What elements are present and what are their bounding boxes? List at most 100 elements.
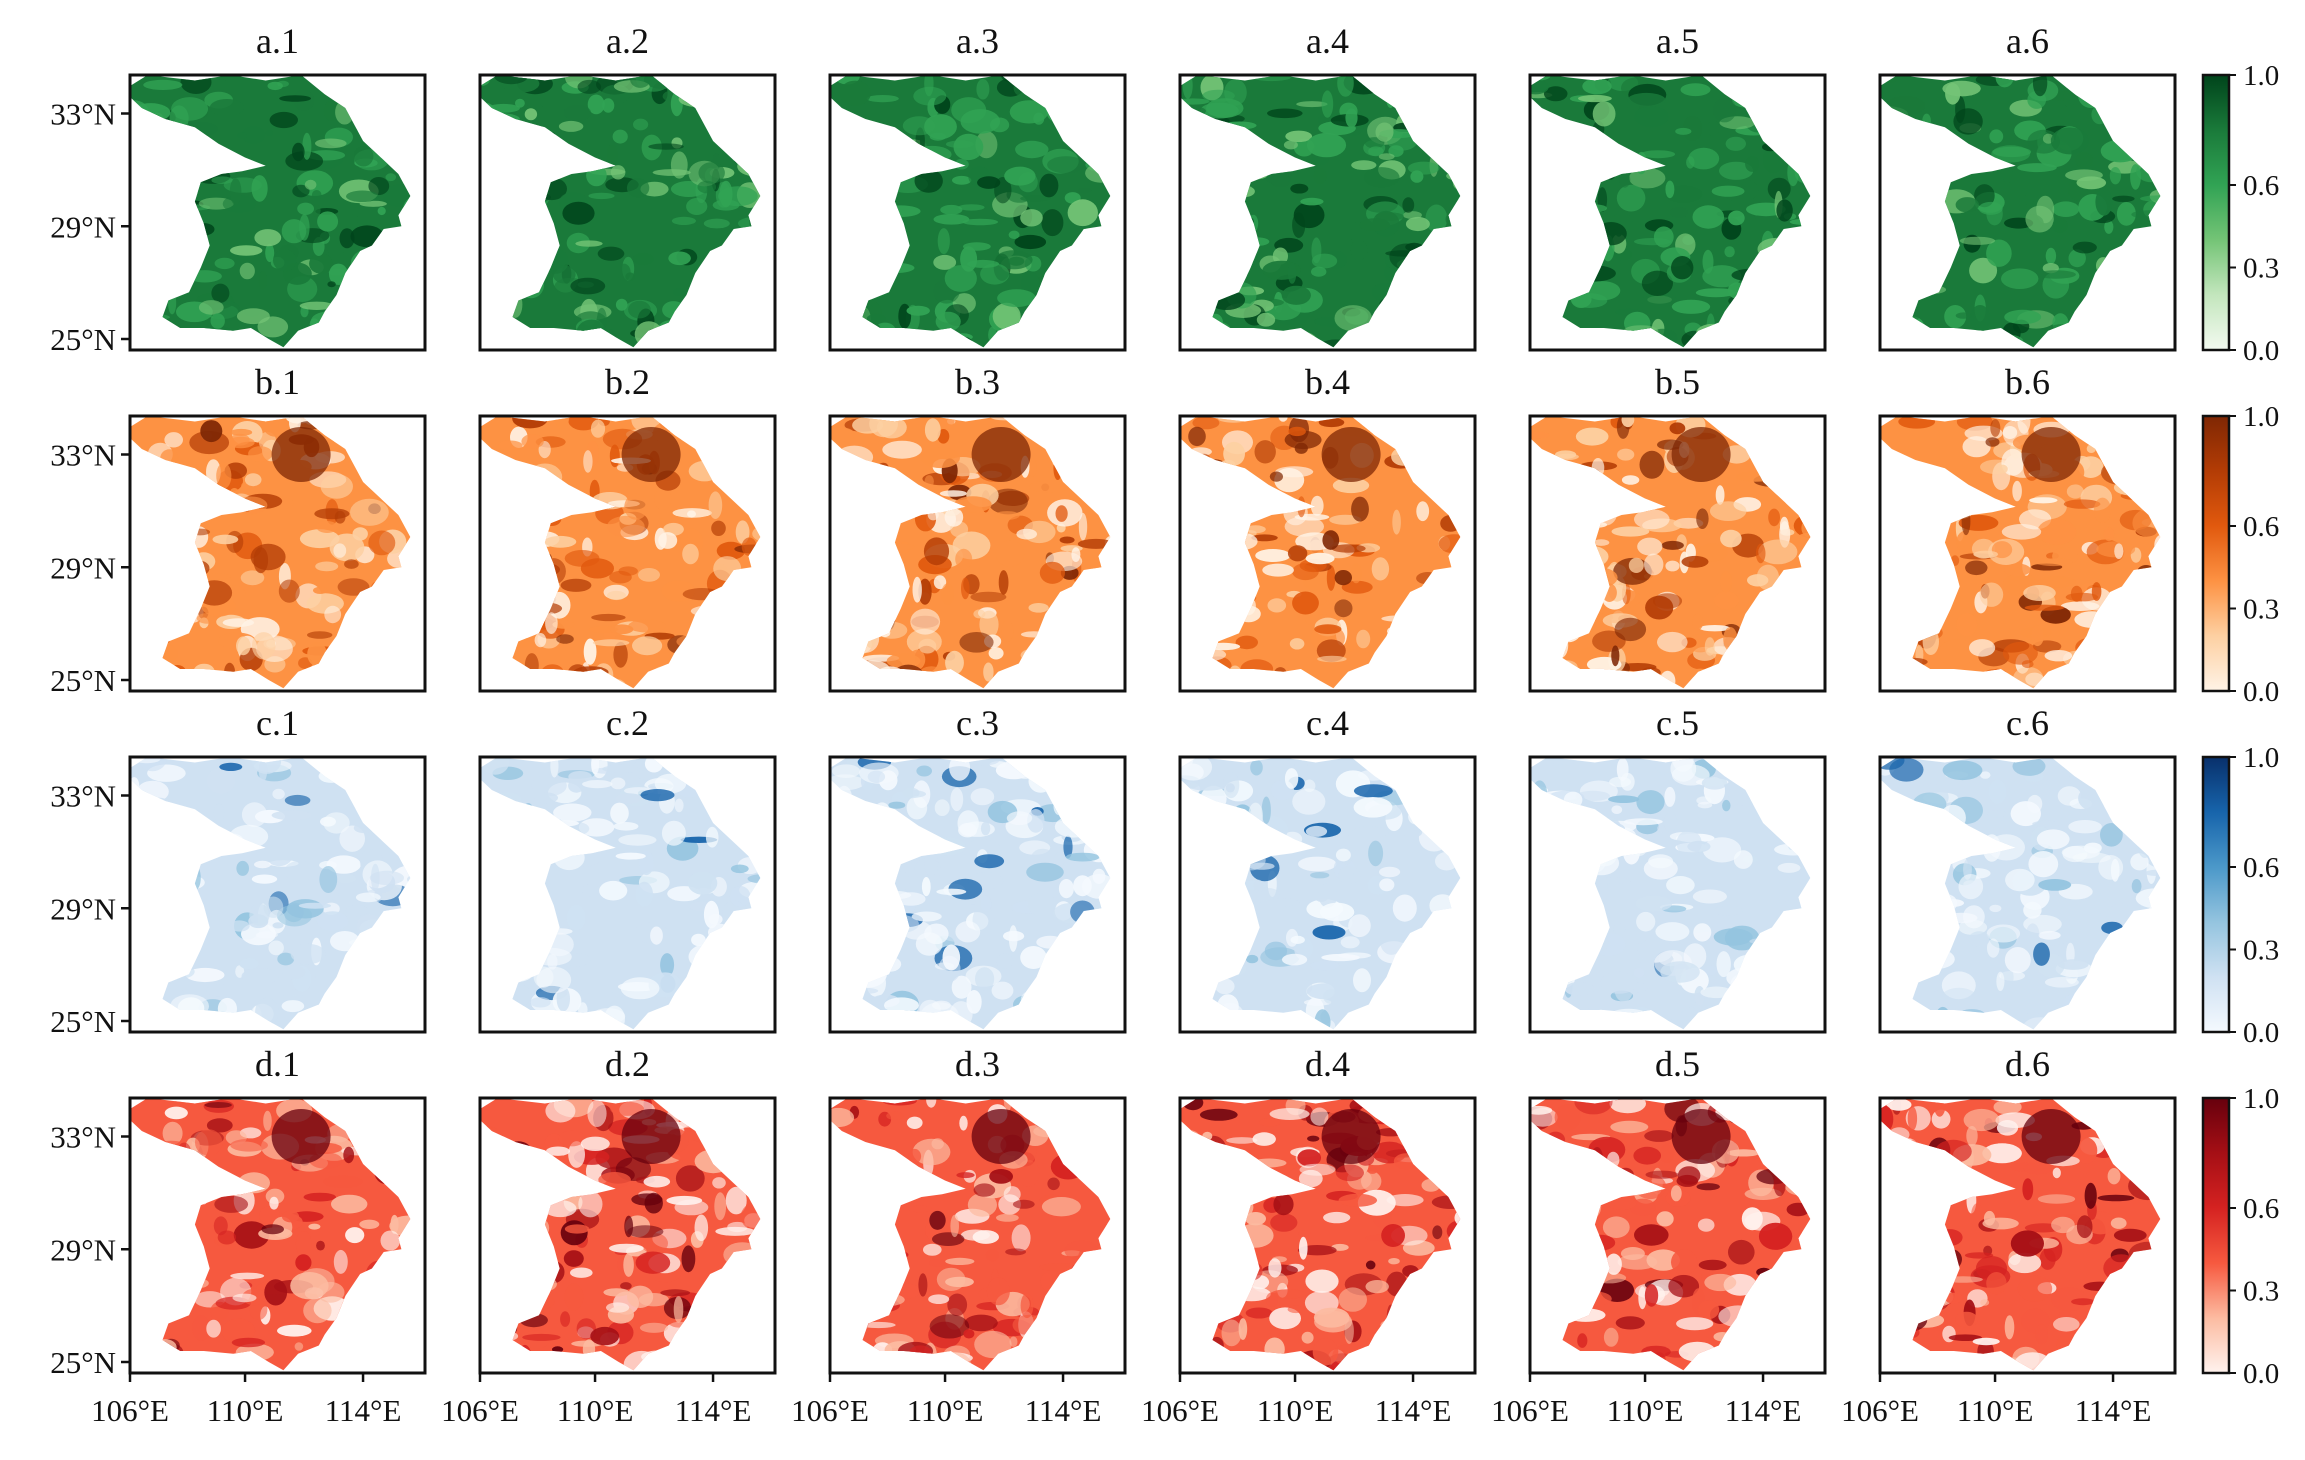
colorbar-tick-label: 0.6 <box>2243 852 2279 884</box>
panel-title: c.5 <box>1656 703 1699 743</box>
y-tick-label: 29°N <box>50 550 116 585</box>
colorbar-tick-label: 0.3 <box>2243 935 2279 967</box>
map-panel-b-3: b.3 <box>828 362 1127 693</box>
panel-frame <box>128 755 427 1034</box>
x-tick-label: 106°E <box>91 1393 169 1428</box>
panel-title: d.4 <box>1305 1044 1350 1084</box>
colorbar-tick-label: 0.3 <box>2243 594 2279 626</box>
x-tick-label: 114°E <box>1025 1393 1102 1428</box>
panel-title: a.5 <box>1656 21 1699 61</box>
map-panel-d-6: d.6 106°E 110°E 114°E <box>1841 1044 2177 1428</box>
panel-title: d.3 <box>955 1044 1000 1084</box>
panel-title: d.5 <box>1655 1044 1700 1084</box>
colorbar-tick-label: 0.6 <box>2243 170 2279 202</box>
map-panel-a-4: a.4 <box>1178 21 1477 352</box>
colorbar-tick-label: 0.0 <box>2243 676 2279 708</box>
panel-frame <box>828 755 1127 1034</box>
map-panel-d-1: d.1 33°N 29°N 25°N 106°E 110°E 114°E <box>50 1044 427 1428</box>
map-panel-d-5: d.5 106°E 110°E 114°E <box>1491 1044 1827 1428</box>
panel-title: d.2 <box>605 1044 650 1084</box>
panel-title: d.1 <box>255 1044 300 1084</box>
y-tick-label: 33°N <box>50 97 116 132</box>
panel-title: b.3 <box>955 362 1000 402</box>
panel-title: c.6 <box>2006 703 2049 743</box>
panel-frame <box>1528 73 1827 352</box>
x-tick-label: 110°E <box>557 1393 634 1428</box>
panel-frame <box>128 1096 427 1375</box>
panel-title: b.4 <box>1305 362 1350 402</box>
map-panel-c-2: c.2 <box>478 703 777 1034</box>
panel-frame <box>478 414 777 693</box>
panel-title: c.2 <box>606 703 649 743</box>
colorbar-tick-label: 1.0 <box>2243 1083 2279 1115</box>
panel-frame <box>1528 1096 1827 1375</box>
x-tick-label: 110°E <box>907 1393 984 1428</box>
x-tick-label: 114°E <box>675 1393 752 1428</box>
x-tick-label: 114°E <box>1375 1393 1452 1428</box>
panel-frame <box>1878 1096 2177 1375</box>
x-tick-label: 114°E <box>2075 1393 2152 1428</box>
map-panel-d-2: d.2 106°E 110°E 114°E <box>441 1044 777 1428</box>
colorbar-tick-label: 0.3 <box>2243 253 2279 285</box>
y-tick-label: 33°N <box>50 438 116 473</box>
colorbar-b: 1.0 0.6 0.3 0.0 <box>2201 401 2279 708</box>
panel-frame <box>1528 755 1827 1034</box>
map-panel-a-6: a.6 <box>1878 21 2177 352</box>
y-tick-label: 25°N <box>50 322 116 357</box>
panel-frame <box>478 755 777 1034</box>
map-panel-c-1: c.1 33°N 29°N 25°N <box>50 703 427 1039</box>
panel-frame <box>128 73 427 352</box>
x-tick-label: 106°E <box>441 1393 519 1428</box>
map-panel-a-1: a.1 33°N 29°N 25°N <box>50 21 427 357</box>
panel-frame <box>128 414 427 693</box>
colorbar-tick-label: 0.0 <box>2243 1358 2279 1390</box>
panel-frame <box>1178 73 1477 352</box>
colorbar-tick-label: 1.0 <box>2243 401 2279 433</box>
colorbar-tick-label: 1.0 <box>2243 60 2279 92</box>
panel-title: b.2 <box>605 362 650 402</box>
map-panel-a-2: a.2 <box>478 21 777 352</box>
panel-frame <box>478 1096 777 1375</box>
map-panel-c-3: c.3 <box>828 703 1127 1034</box>
x-tick-label: 106°E <box>791 1393 869 1428</box>
map-panel-d-4: d.4 106°E 110°E 114°E <box>1141 1044 1477 1428</box>
panel-frame <box>1878 73 2177 352</box>
panel-frame <box>1528 414 1827 693</box>
panel-frame <box>1878 414 2177 693</box>
x-tick-label: 114°E <box>1725 1393 1802 1428</box>
colorbar-tick-label: 0.3 <box>2243 1276 2279 1308</box>
panel-title: c.3 <box>956 703 999 743</box>
map-panel-c-6: c.6 <box>1878 703 2177 1034</box>
map-panel-a-3: a.3 <box>828 21 1127 352</box>
map-panel-a-5: a.5 <box>1528 21 1827 352</box>
y-tick-label: 25°N <box>50 1345 116 1380</box>
x-tick-label: 114°E <box>325 1393 402 1428</box>
map-panel-c-5: c.5 <box>1528 703 1827 1034</box>
y-tick-label: 29°N <box>50 1232 116 1267</box>
panel-title: a.6 <box>2006 21 2049 61</box>
panel-title: c.4 <box>1306 703 1349 743</box>
panel-title: b.6 <box>2005 362 2050 402</box>
colorbar-tick-label: 0.0 <box>2243 335 2279 367</box>
panel-title: c.1 <box>256 703 299 743</box>
map-panel-b-2: b.2 <box>478 362 777 693</box>
colorbar-c: 1.0 0.6 0.3 0.0 <box>2201 742 2279 1049</box>
map-panel-b-6: b.6 <box>1878 362 2177 693</box>
panel-title: a.4 <box>1306 21 1349 61</box>
panel-title: a.3 <box>956 21 999 61</box>
y-tick-label: 25°N <box>50 1004 116 1039</box>
y-tick-label: 29°N <box>50 209 116 244</box>
colorbar-a: 1.0 0.6 0.3 0.0 <box>2201 60 2279 367</box>
y-tick-label: 25°N <box>50 663 116 698</box>
colorbar-tick-label: 0.6 <box>2243 511 2279 543</box>
panel-frame <box>478 73 777 352</box>
x-tick-label: 110°E <box>1607 1393 1684 1428</box>
x-tick-label: 106°E <box>1491 1393 1569 1428</box>
panel-title: a.1 <box>256 21 299 61</box>
panel-frame <box>828 73 1127 352</box>
y-tick-label: 33°N <box>50 779 116 814</box>
colorbar-d: 1.0 0.6 0.3 0.0 <box>2201 1083 2279 1390</box>
panel-frame <box>1178 1096 1477 1375</box>
panel-frame <box>828 1096 1127 1375</box>
